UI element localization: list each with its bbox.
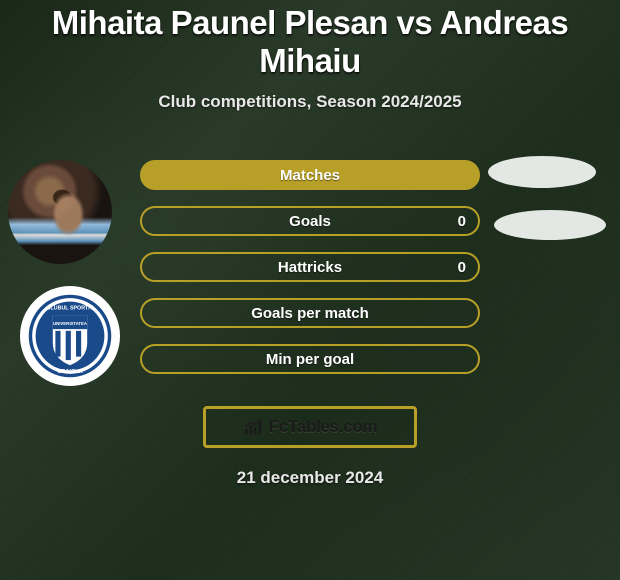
player-avatar [8,160,112,264]
right-blob [488,156,596,188]
badge-bottom-text: CRAIOVA [57,369,82,375]
stat-bar-label: Goals per match [251,305,369,322]
badge-stripe [55,331,60,357]
badge-top-text: CLUBUL SPORTIV [47,305,94,311]
stat-bar: Min per goal [140,344,480,374]
stat-bar: Goals per match [140,298,480,328]
subtitle: Club competitions, Season 2024/2025 [0,92,620,112]
right-blob [494,210,606,240]
comparison-content: CLUBUL SPORTIV UNIVERSITATEA CRAIOVA Mat… [0,140,620,400]
badge-stripe [66,331,71,360]
chart-icon [243,418,265,436]
brand-text: FcTables.com [269,417,378,437]
infographic-root: Mihaita Paunel Plesan vs Andreas Mihaiu … [0,0,620,580]
stat-bar-label: Matches [280,167,340,184]
stat-bars: Matches Goals 0 Hattricks 0 Goals per match Mi… [140,160,480,390]
club-badge: CLUBUL SPORTIV UNIVERSITATEA CRAIOVA [27,293,113,379]
stat-bar-label: Hattricks [278,259,342,276]
stat-bar: Goals 0 [140,206,480,236]
brand-box[interactable]: FcTables.com [203,406,417,448]
stat-bar: Hattricks 0 [140,252,480,282]
badge-stripe [76,331,81,357]
page-title: Mihaita Paunel Plesan vs Andreas Mihaiu [0,4,620,80]
badge-mid-text: UNIVERSITATEA [53,321,87,326]
club-badge-avatar: CLUBUL SPORTIV UNIVERSITATEA CRAIOVA [20,286,120,386]
stat-bar-value: 0 [458,259,466,276]
stat-bar: Matches [140,160,480,190]
stat-bar-label: Goals [289,213,331,230]
date-text: 21 december 2024 [0,468,620,488]
stat-bar-label: Min per goal [266,351,354,368]
stat-bar-value: 0 [458,213,466,230]
